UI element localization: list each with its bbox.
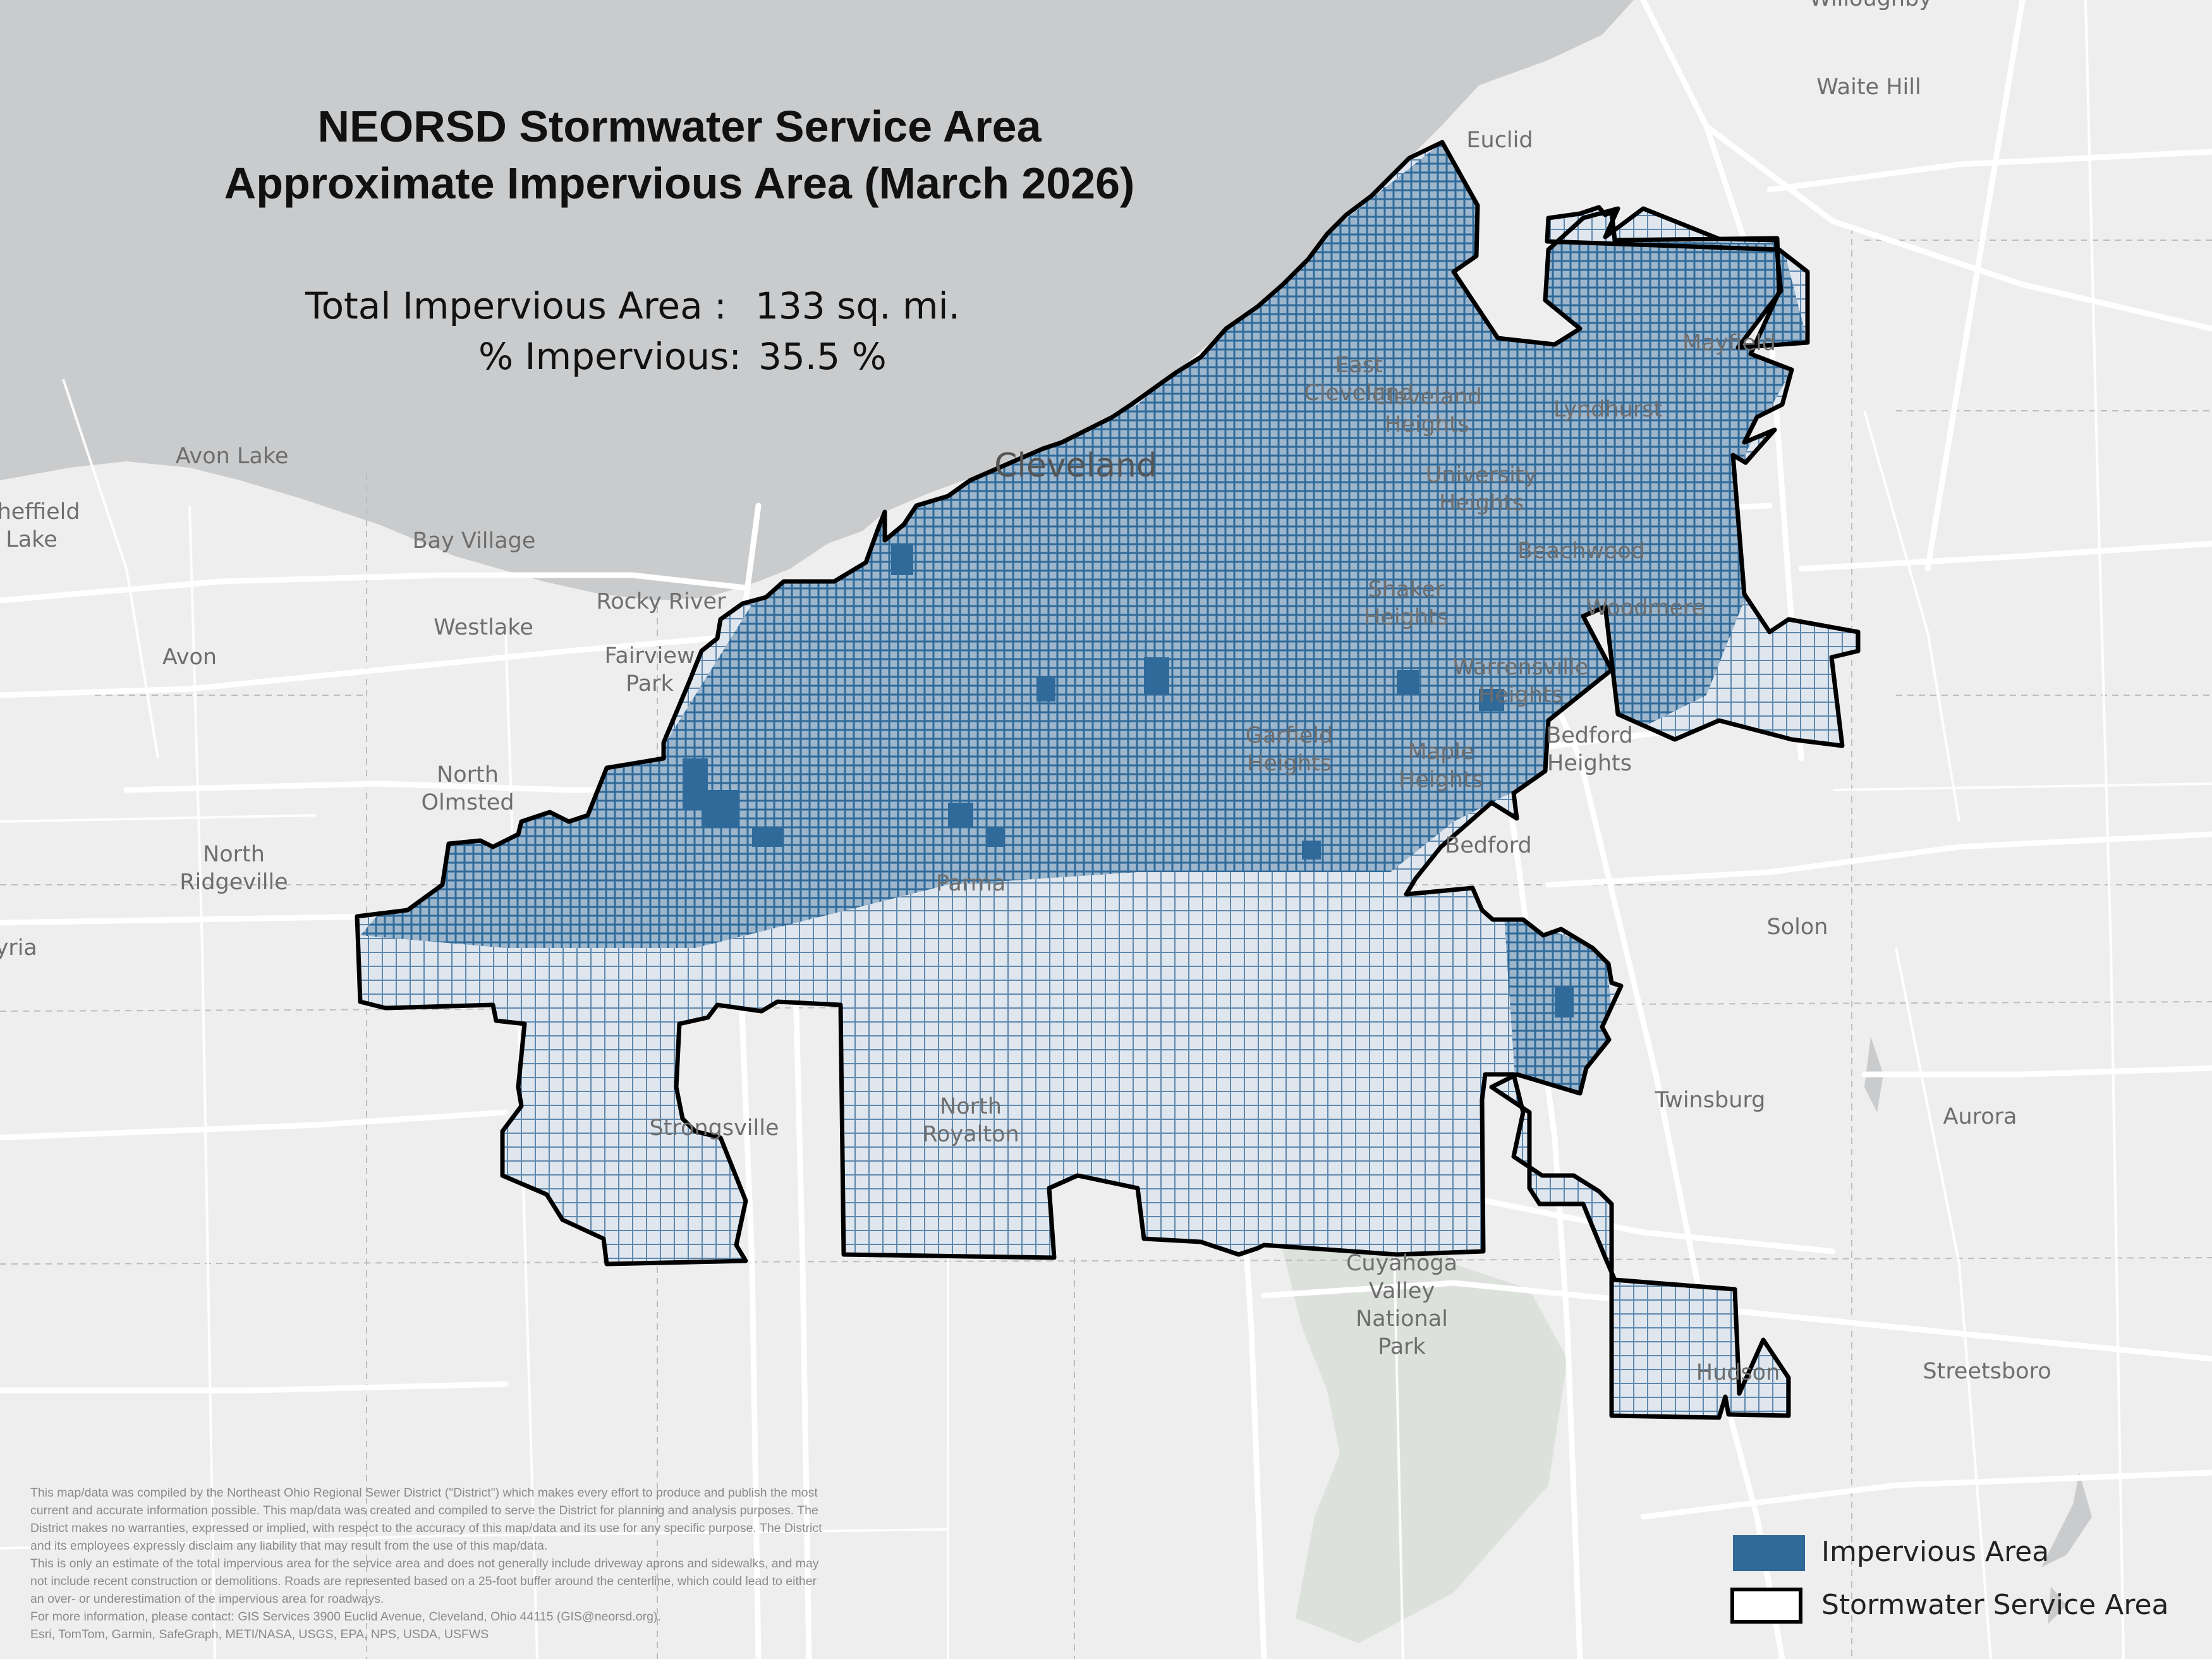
place-label: Rocky River	[596, 589, 726, 614]
place-label: Twinsburg	[1655, 1088, 1766, 1113]
place-label: Warrensville Heights	[1452, 655, 1589, 708]
place-label: Cleveland	[994, 447, 1157, 485]
place-label: University Heights	[1425, 463, 1538, 516]
total-impervious-value: 133 sq. mi.	[755, 284, 961, 327]
disclaimer-line: not include recent construction or demol…	[30, 1574, 817, 1588]
disclaimer-line: current and accurate information possibl…	[30, 1504, 818, 1517]
place-label: East Cleveland	[1304, 353, 1414, 406]
place-label: Cuyahoga Valley National Park	[1346, 1251, 1458, 1359]
place-label: Bedford	[1445, 833, 1532, 858]
disclaimer-line: and its employees expressly disclaim any…	[30, 1539, 548, 1553]
place-label: Garfield Heights	[1245, 723, 1334, 776]
place-label: Waite Hill	[1816, 75, 1921, 100]
total-impervious-label: Total Impervious Area :	[305, 284, 727, 327]
disclaimer-line: an over- or underestimation of the imper…	[30, 1592, 384, 1606]
place-label: Cleveland Heights	[1372, 384, 1482, 437]
disclaimer-line: This is only an estimate of the total im…	[30, 1557, 819, 1571]
place-label: Woodmere	[1586, 595, 1706, 621]
place-label: Elyria	[0, 935, 37, 961]
place-label: Willoughby	[1809, 0, 1932, 13]
legend-impervious-label: Impervious Area	[1821, 1536, 2050, 1568]
place-label: Strongsville	[649, 1115, 779, 1141]
legend-service-area-swatch	[1730, 1588, 1802, 1624]
place-label: Euclid	[1466, 128, 1533, 153]
percent-impervious-value: 35.5 %	[758, 335, 887, 378]
place-label: Avon Lake	[175, 444, 289, 469]
place-label: Sheffield Lake	[0, 499, 80, 552]
place-label: Mayfield	[1682, 331, 1776, 356]
map-title-line-1: NEORSD Stormwater Service Area	[317, 102, 1042, 151]
place-label: Bedford Heights	[1546, 723, 1633, 776]
disclaimer-line: For more information, please contact: GI…	[30, 1610, 661, 1624]
place-label: North Royalton	[922, 1094, 1019, 1147]
place-label: Maple Heights	[1399, 739, 1483, 793]
legend-service-area-label: Stormwater Service Area	[1821, 1589, 2169, 1621]
percent-impervious-label: % Impervious:	[478, 335, 741, 378]
place-label: North Olmsted	[421, 762, 514, 815]
place-label: Solon	[1766, 915, 1828, 940]
basemap-credits: Esri, TomTom, Garmin, SafeGraph, METI/NA…	[30, 1627, 489, 1641]
place-label: Streetsboro	[1923, 1359, 2051, 1384]
place-label: Parma	[935, 871, 1006, 896]
lake-erie	[0, 0, 1634, 600]
place-label: Hudson	[1696, 1360, 1780, 1385]
legend-impervious-swatch	[1733, 1535, 1805, 1571]
map-title-line-2: Approximate Impervious Area (March 2026)	[224, 159, 1135, 208]
disclaimer-line: District makes no warranties, expressed …	[30, 1521, 822, 1535]
disclaimer: This map/data was compiled by the Northe…	[30, 1484, 1016, 1643]
place-label: Shaker Heights	[1364, 577, 1449, 630]
disclaimer-line: This map/data was compiled by the Northe…	[30, 1486, 818, 1500]
place-label: Fairview Park	[604, 643, 695, 696]
place-label: Avon	[162, 645, 217, 670]
place-label: Beachwood	[1517, 538, 1646, 564]
place-label: Aurora	[1943, 1104, 2017, 1129]
place-label: Westlake	[434, 615, 533, 640]
place-label: Lyndhurst	[1553, 397, 1663, 422]
place-label: Bay Village	[412, 528, 536, 554]
place-label: North Ridgeville	[179, 842, 288, 895]
